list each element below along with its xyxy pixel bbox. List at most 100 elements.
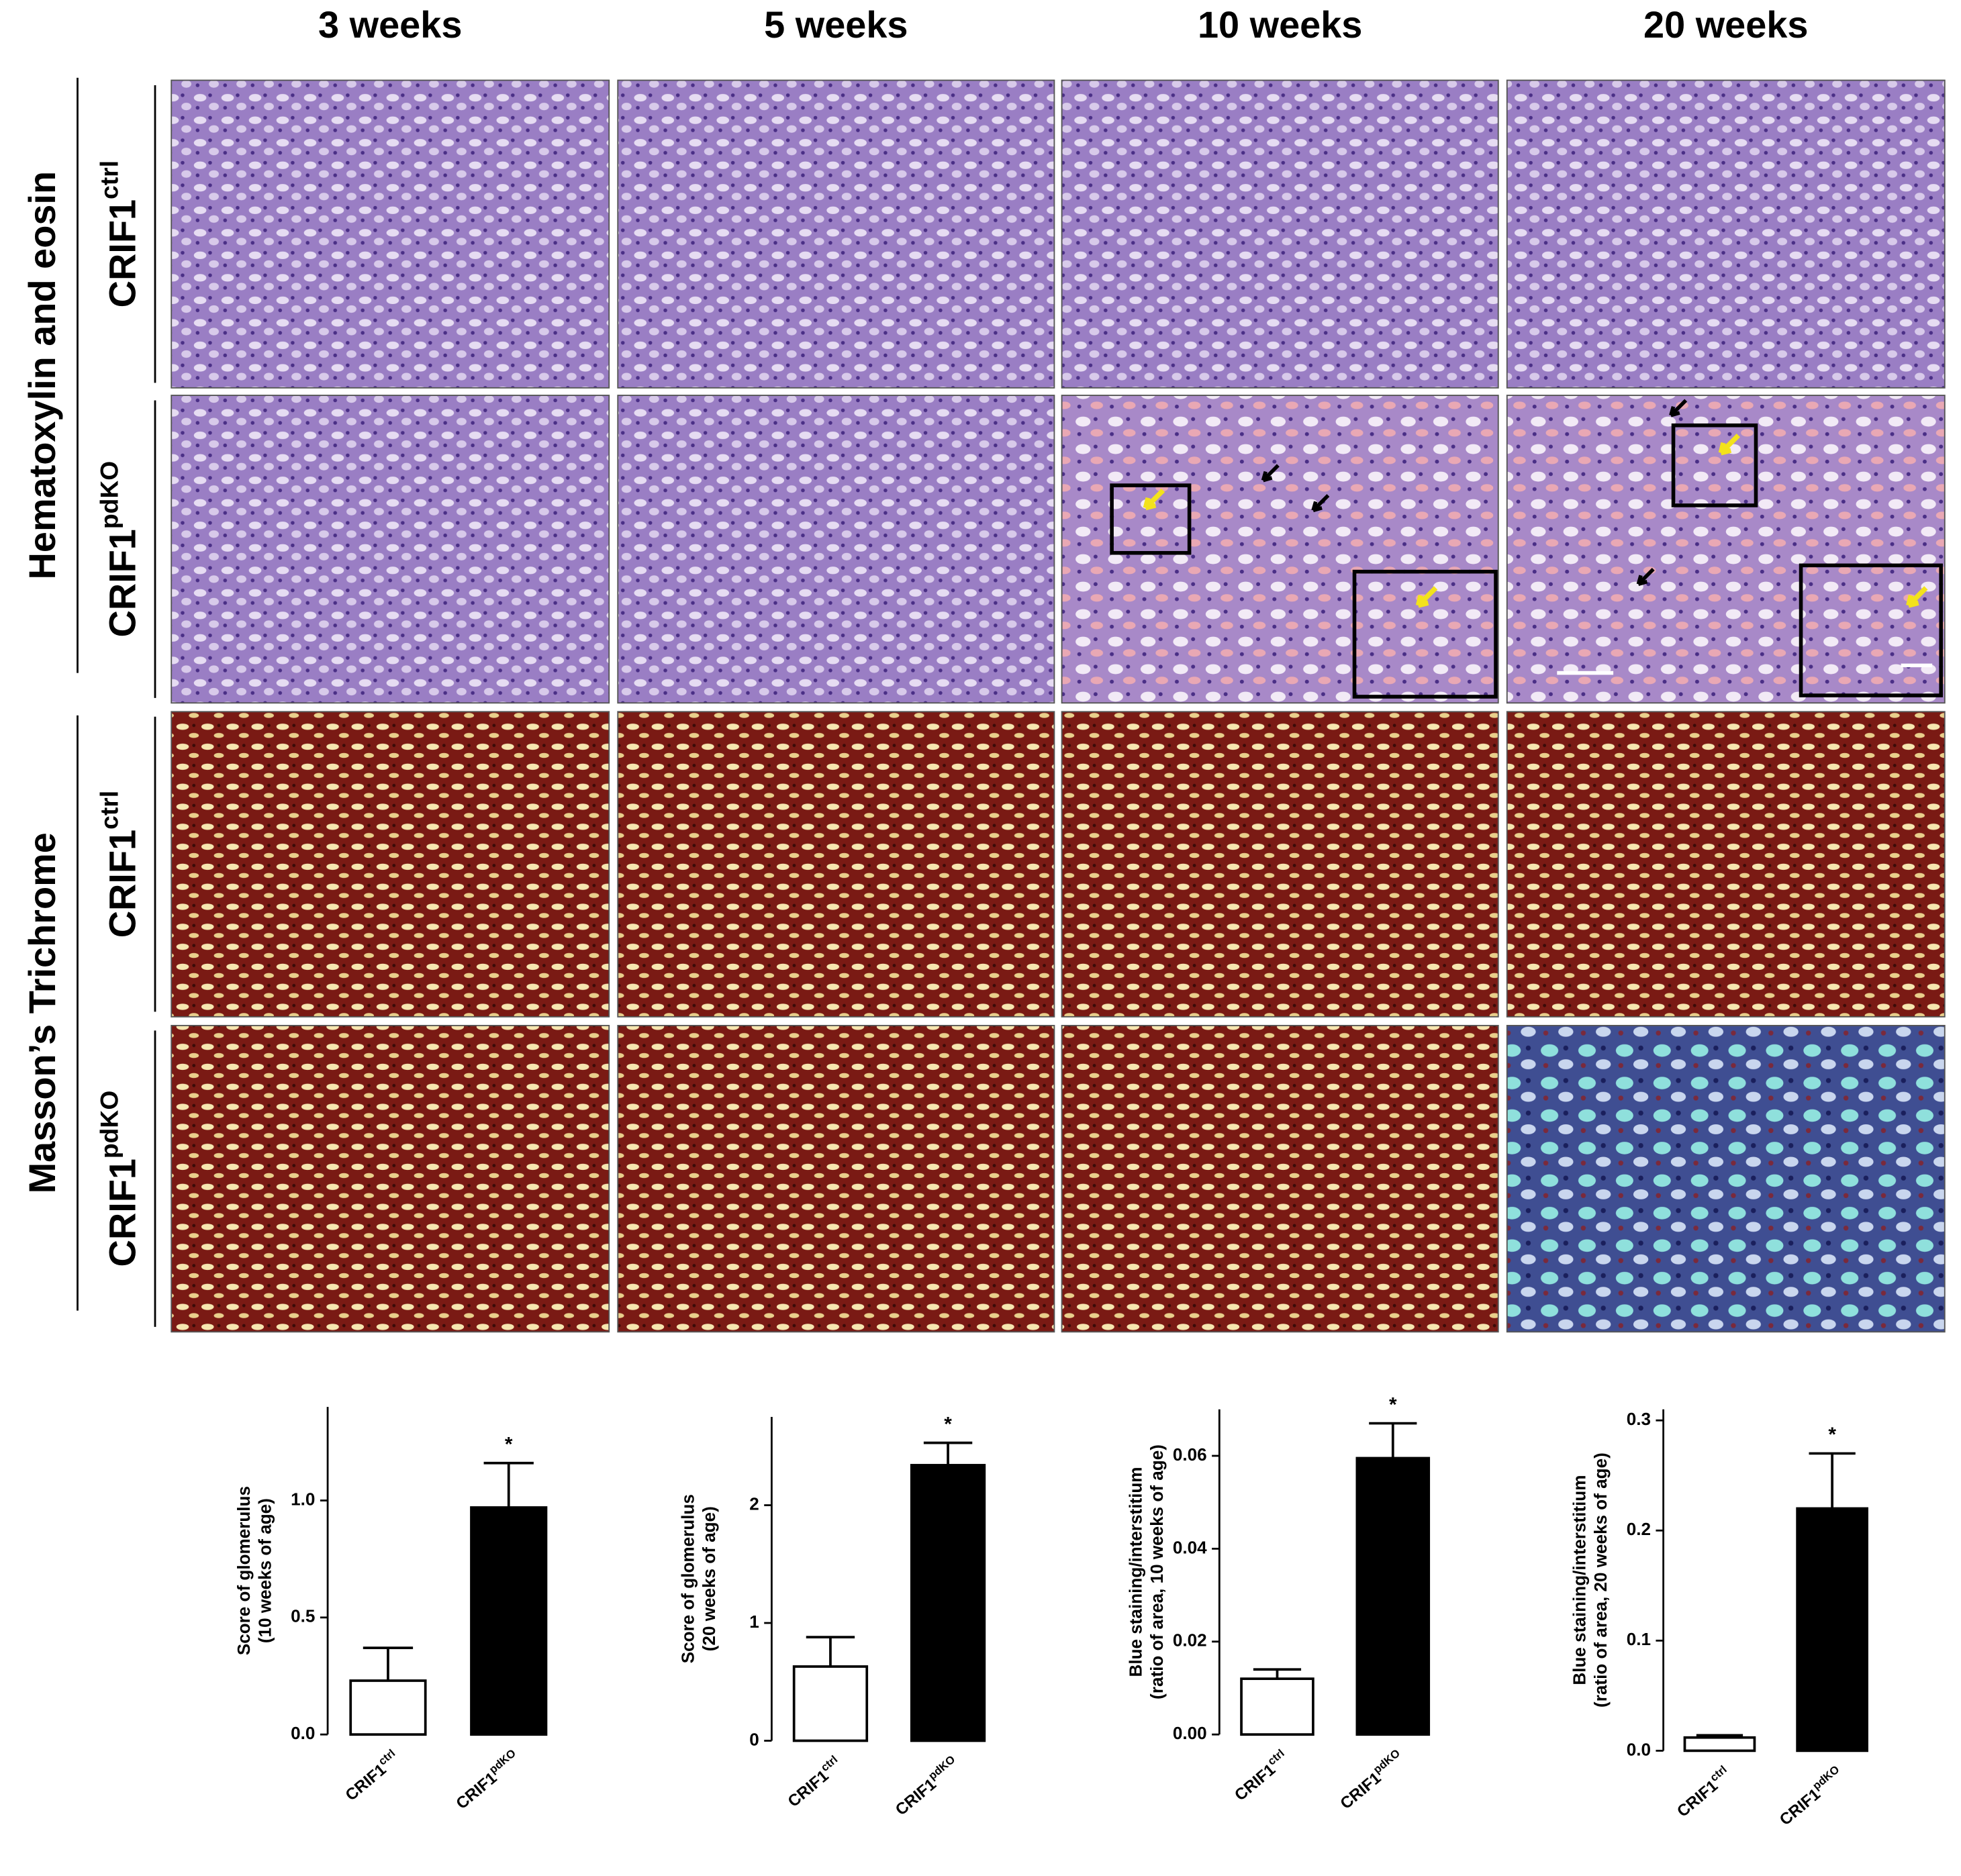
y-tick-label: 0.06	[1173, 1444, 1207, 1465]
column-header: 10 weeks	[1198, 3, 1362, 46]
x-tick-label: CRIF1pdKO	[450, 1746, 524, 1813]
column-header: 5 weeks	[764, 3, 908, 46]
micrograph	[1506, 711, 1946, 1018]
inset-box	[1110, 483, 1192, 555]
x-tick-label-base: CRIF1	[342, 1761, 390, 1805]
y-tick-label: 1.0	[291, 1489, 315, 1509]
micrograph	[617, 711, 1055, 1018]
y-tick-label: 0.00	[1173, 1723, 1207, 1743]
micrograph	[617, 395, 1055, 704]
x-tick-label: CRIF1pdKO	[1335, 1746, 1408, 1813]
yellow-arrow	[1718, 433, 1741, 456]
micrograph	[1506, 79, 1946, 389]
significance-mark: *	[1828, 1424, 1836, 1446]
bar-chart: 0.0 0.1 0.2 0.3 Blue staining/interstitium (r…	[1570, 1409, 1868, 1830]
genotype-label-base: CRIF1	[101, 199, 143, 307]
x-tick-label-base: CRIF1	[453, 1769, 501, 1814]
genotype-label: CRIF1pdKO	[95, 1091, 143, 1267]
y-tick-label: 0.3	[1627, 1409, 1651, 1429]
x-tick-label: CRIF1pdKO	[1774, 1763, 1848, 1830]
genotype-label-base: CRIF1	[101, 1158, 143, 1267]
column-header: 20 weeks	[1643, 3, 1808, 46]
y-tick-label: 0	[749, 1729, 759, 1749]
bar-chart: 0 1 2 Score of glomerulus (20 weeks of age) C…	[677, 1413, 986, 1820]
genotype-label: CRIF1pdKO	[95, 461, 143, 638]
black-arrow	[1261, 464, 1280, 483]
genotype-label-base: CRIF1	[101, 830, 143, 938]
black-arrow	[1669, 399, 1688, 417]
bar-chart: 0.0 0.5 1.0 Score of glomerulus (10 weeks of…	[234, 1407, 548, 1813]
genotype-label-base: CRIF1	[101, 529, 143, 637]
micrograph	[171, 711, 610, 1018]
genotype-label: CRIF1ctrl	[95, 791, 143, 938]
y-tick-label: 0.02	[1173, 1630, 1207, 1650]
y-axis-label: (20 weeks of age)	[699, 1506, 719, 1651]
x-tick-label-base: CRIF1	[1337, 1769, 1385, 1814]
black-arrow	[1311, 494, 1330, 513]
inset-box	[1671, 423, 1758, 507]
bar	[1355, 1457, 1431, 1736]
inset-box	[1352, 569, 1498, 699]
y-tick-label: 1	[749, 1612, 759, 1632]
x-tick-label: CRIF1pdKO	[890, 1753, 963, 1820]
x-tick-label-sup: pdKO	[1810, 1763, 1842, 1793]
yellow-arrow	[1906, 586, 1928, 608]
bar-chart: 0.00 0.02 0.04 0.06 Blue staining/interstiti…	[1125, 1393, 1431, 1813]
y-axis-label: (ratio of area, 20 weeks of age)	[1590, 1452, 1611, 1708]
bar	[1796, 1507, 1868, 1752]
x-tick-label: CRIF1ctrl	[340, 1746, 403, 1805]
micrograph	[1061, 711, 1499, 1018]
x-tick-label: CRIF1ctrl	[1672, 1763, 1735, 1822]
y-axis-label: (ratio of area, 10 weeks of age)	[1147, 1444, 1167, 1699]
inset-box	[1799, 563, 1943, 697]
y-tick-label: 2	[749, 1493, 759, 1514]
y-tick-label: 0.2	[1627, 1519, 1651, 1539]
micrograph	[1506, 395, 1946, 704]
micrograph	[171, 1024, 610, 1333]
column-header: 3 weeks	[318, 3, 462, 46]
x-tick-label: CRIF1ctrl	[1229, 1746, 1292, 1805]
significance-mark: *	[1389, 1393, 1397, 1416]
y-tick-label: 0.04	[1173, 1537, 1207, 1557]
genotype-label-sup: ctrl	[95, 791, 123, 830]
bar	[792, 1665, 869, 1742]
x-tick-label-base: CRIF1	[1776, 1785, 1824, 1830]
micrograph	[171, 395, 610, 704]
y-axis-label: Score of glomerulus	[677, 1494, 698, 1663]
micrograph	[617, 79, 1055, 389]
genotype-label-sup: pdKO	[95, 461, 123, 529]
micrograph	[1506, 1024, 1946, 1333]
black-arrow	[1636, 567, 1655, 586]
genotype-label-sup: pdKO	[95, 1091, 123, 1158]
significance-mark: *	[944, 1413, 952, 1435]
y-tick-label: 0.1	[1627, 1629, 1651, 1649]
yellow-arrow	[1415, 586, 1438, 608]
x-tick-label-base: CRIF1	[1674, 1777, 1721, 1821]
bar	[1683, 1736, 1756, 1752]
y-tick-label: 0.0	[1627, 1739, 1651, 1759]
micrograph	[1061, 1024, 1499, 1333]
x-tick-label: CRIF1ctrl	[782, 1753, 845, 1812]
y-tick-label: 0.0	[291, 1723, 315, 1743]
x-tick-label-base: CRIF1	[785, 1767, 832, 1812]
micrograph	[1061, 79, 1499, 389]
yellow-arrow	[1143, 488, 1165, 511]
y-axis-label: Score of glomerulus	[234, 1486, 254, 1655]
stain-label: Masson’s Trichrome	[21, 832, 63, 1193]
x-tick-label-sup: pdKO	[487, 1746, 518, 1776]
micrograph	[1061, 395, 1499, 704]
bar	[470, 1506, 548, 1736]
micrograph	[617, 1024, 1055, 1333]
x-tick-label-base: CRIF1	[1231, 1761, 1279, 1805]
y-axis-label: (10 weeks of age)	[255, 1498, 275, 1643]
y-axis-label: Blue staining/interstitium	[1570, 1475, 1590, 1685]
bar	[1240, 1677, 1314, 1736]
genotype-label: CRIF1ctrl	[95, 160, 143, 307]
x-tick-label-sup: pdKO	[926, 1753, 957, 1783]
y-tick-label: 0.5	[291, 1606, 315, 1626]
stain-label: Hematoxylin and eosin	[21, 171, 63, 580]
micrograph	[171, 79, 610, 389]
